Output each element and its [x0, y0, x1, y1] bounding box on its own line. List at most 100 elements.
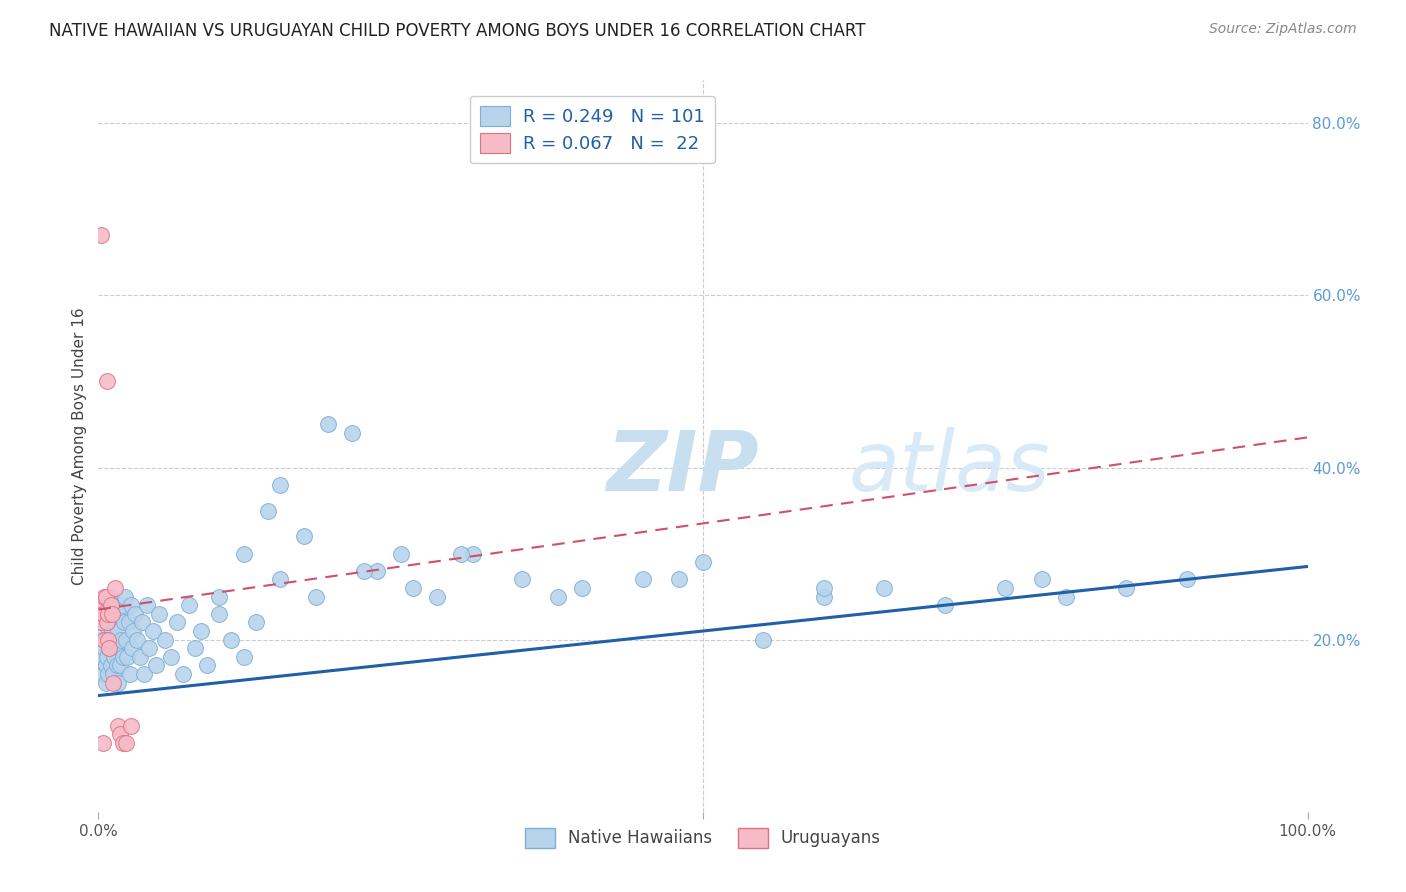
Point	[107, 624, 129, 638]
Point	[342, 426, 364, 441]
Point	[208, 590, 231, 604]
Point	[108, 607, 131, 621]
Point	[752, 632, 775, 647]
Point	[114, 590, 136, 604]
Point	[100, 590, 122, 604]
Point	[160, 649, 183, 664]
Point	[121, 641, 143, 656]
Point	[463, 547, 485, 561]
Point	[269, 477, 291, 491]
Point	[1115, 581, 1137, 595]
Point	[1175, 573, 1198, 587]
Point	[184, 641, 207, 656]
Point	[108, 727, 131, 741]
Point	[232, 547, 254, 561]
Point	[571, 581, 593, 595]
Point	[91, 632, 114, 647]
Point	[668, 573, 690, 587]
Point	[93, 607, 115, 621]
Point	[105, 658, 128, 673]
Point	[547, 590, 569, 604]
Point	[91, 667, 114, 681]
Point	[153, 632, 176, 647]
Point	[115, 736, 138, 750]
Point	[190, 624, 212, 638]
Point	[93, 624, 115, 638]
Point	[103, 649, 125, 664]
Point	[450, 547, 472, 561]
Point	[100, 624, 122, 638]
Point	[122, 624, 145, 638]
Point	[179, 598, 201, 612]
Point	[316, 417, 339, 432]
Point	[94, 675, 117, 690]
Point	[128, 649, 150, 664]
Point	[96, 649, 118, 664]
Point	[134, 667, 156, 681]
Point	[389, 547, 412, 561]
Point	[105, 607, 128, 621]
Point	[112, 615, 135, 630]
Text: ZIP: ZIP	[606, 427, 759, 508]
Point	[111, 598, 134, 612]
Point	[142, 624, 165, 638]
Point	[90, 228, 112, 243]
Point	[93, 590, 115, 604]
Point	[120, 719, 142, 733]
Point	[100, 598, 122, 612]
Point	[245, 615, 267, 630]
Point	[98, 624, 121, 638]
Point	[97, 632, 120, 647]
Point	[994, 581, 1017, 595]
Point	[97, 615, 120, 630]
Point	[101, 667, 124, 681]
Point	[91, 607, 114, 621]
Point	[96, 615, 118, 630]
Point	[208, 607, 231, 621]
Point	[94, 658, 117, 673]
Point	[93, 641, 115, 656]
Point	[94, 590, 117, 604]
Point	[107, 719, 129, 733]
Point	[1054, 590, 1077, 604]
Point	[127, 632, 149, 647]
Point	[91, 598, 114, 612]
Point	[631, 573, 654, 587]
Point	[1031, 573, 1053, 587]
Point	[97, 598, 120, 612]
Point	[108, 658, 131, 673]
Point	[118, 667, 141, 681]
Point	[96, 375, 118, 389]
Point	[100, 607, 122, 621]
Point	[108, 641, 131, 656]
Point	[813, 581, 835, 595]
Point	[111, 649, 134, 664]
Point	[353, 564, 375, 578]
Point	[402, 581, 425, 595]
Point	[100, 641, 122, 656]
Point	[232, 649, 254, 664]
Point	[305, 590, 328, 604]
Point	[101, 675, 124, 690]
Point	[510, 573, 533, 587]
Point	[98, 641, 121, 656]
Point	[98, 641, 121, 656]
Point	[292, 529, 315, 543]
Point	[256, 503, 278, 517]
Text: Source: ZipAtlas.com: Source: ZipAtlas.com	[1209, 22, 1357, 37]
Point	[101, 615, 124, 630]
Y-axis label: Child Poverty Among Boys Under 16: Child Poverty Among Boys Under 16	[72, 307, 87, 585]
Point	[96, 632, 118, 647]
Point	[97, 667, 120, 681]
Point	[110, 632, 132, 647]
Point	[120, 598, 142, 612]
Point	[692, 555, 714, 569]
Point	[166, 615, 188, 630]
Point	[148, 607, 170, 621]
Point	[934, 598, 956, 612]
Point	[91, 736, 114, 750]
Point	[135, 598, 157, 612]
Point	[813, 590, 835, 604]
Point	[124, 607, 146, 621]
Point	[107, 675, 129, 690]
